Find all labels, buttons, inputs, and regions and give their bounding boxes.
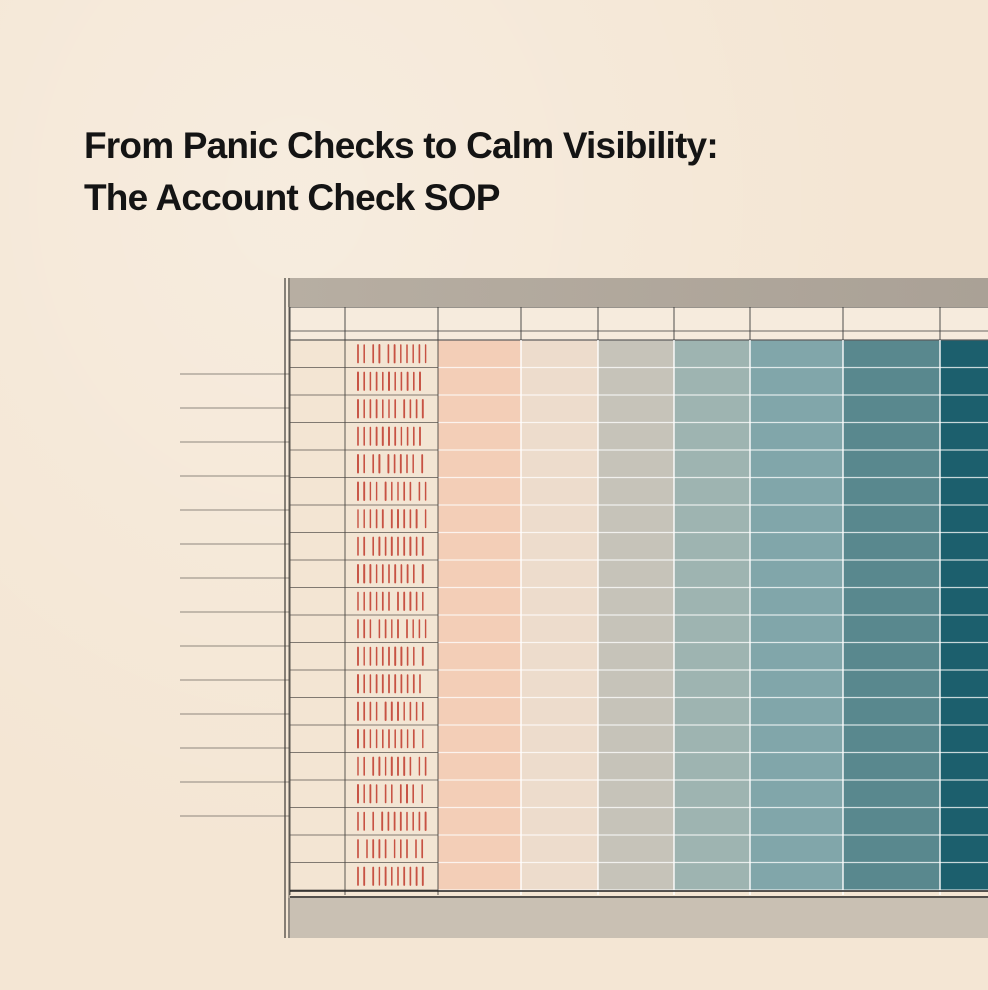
ledger-illustration [180, 278, 988, 938]
tally-marks [357, 344, 427, 886]
ledger-frame [284, 278, 988, 938]
ledger-grid [289, 306, 988, 898]
ledger-top-bar [288, 278, 988, 307]
page-title: From Panic Checks to Calm Visibility: Th… [84, 120, 719, 224]
ledger-bottom-bar [288, 898, 988, 938]
title-line-2: The Account Check SOP [84, 177, 500, 218]
header-row-fill [290, 307, 988, 340]
leader-lines [180, 373, 290, 817]
title-line-1: From Panic Checks to Calm Visibility: [84, 125, 719, 166]
